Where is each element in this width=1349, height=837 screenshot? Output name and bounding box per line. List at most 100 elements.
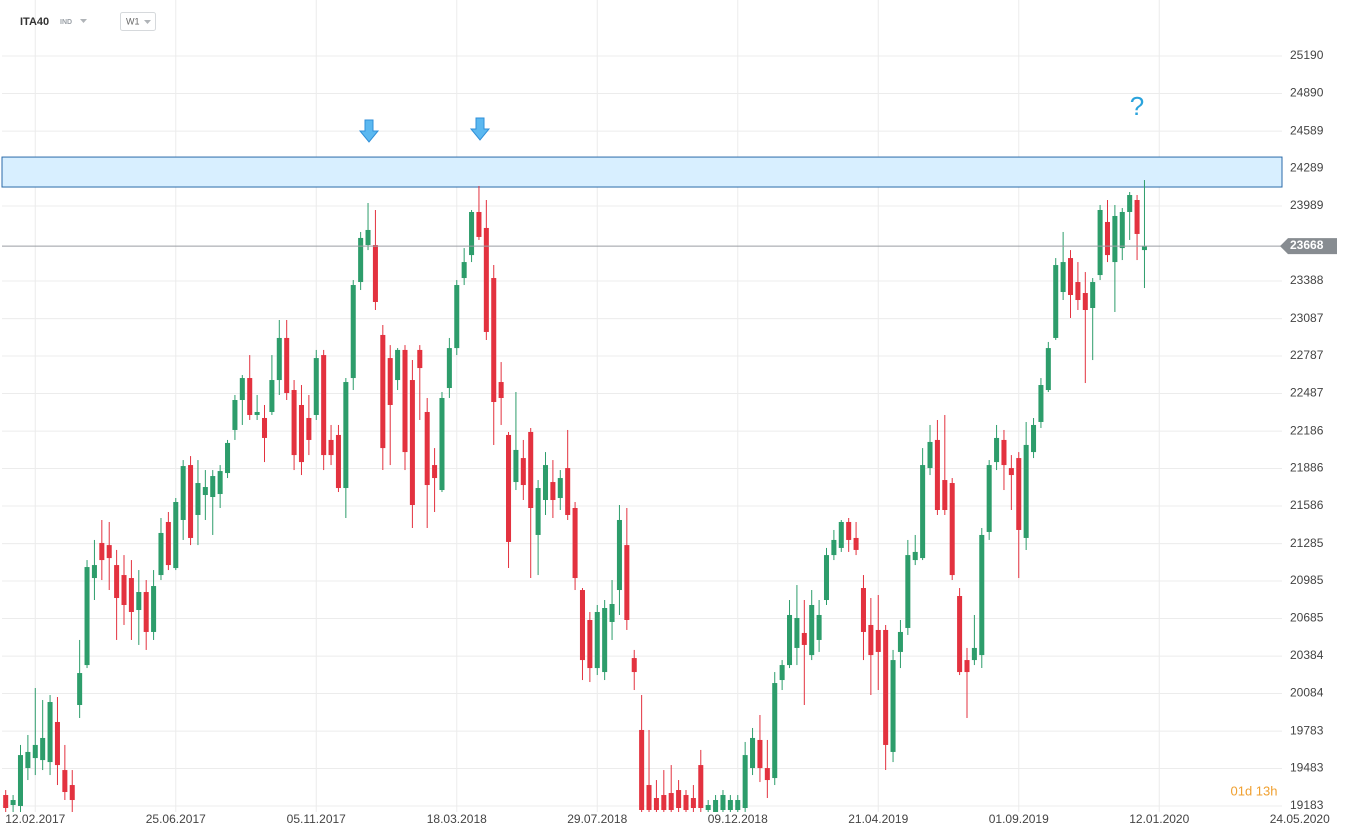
candle-body	[498, 382, 504, 399]
candle-body	[343, 382, 349, 489]
candle-body	[128, 578, 134, 612]
candle-body	[506, 434, 512, 542]
candle-body	[727, 800, 733, 811]
candle-body	[483, 227, 489, 332]
candle-body	[298, 405, 304, 463]
candle-body	[934, 439, 940, 510]
candle-body	[1023, 444, 1029, 538]
candle-body	[1127, 195, 1133, 212]
candle-body	[912, 551, 918, 561]
y-tick-label: 23989	[1290, 198, 1324, 212]
candle-body	[602, 608, 608, 673]
y-tick-label: 23087	[1290, 311, 1324, 325]
timeframe-box[interactable]	[120, 12, 156, 31]
candle-body	[616, 519, 622, 591]
candle-body	[750, 737, 756, 769]
candle-body	[883, 629, 889, 745]
candle-body	[417, 349, 423, 369]
candle-body	[151, 586, 157, 632]
candle-body	[1112, 215, 1118, 263]
candle-body	[424, 411, 430, 486]
candle-body	[653, 798, 659, 811]
candle-body	[365, 229, 371, 246]
candle-body	[10, 800, 16, 806]
candle-body	[1068, 258, 1074, 296]
y-tick-label: 22186	[1290, 423, 1324, 437]
x-tick-label: 01.09.2019	[989, 812, 1049, 826]
x-tick-label: 25.06.2017	[146, 812, 206, 826]
x-tick-label: 12.02.2017	[5, 812, 65, 826]
candle-body	[239, 378, 245, 401]
candle-body	[550, 482, 556, 501]
candle-body	[542, 465, 549, 501]
candle-body	[631, 658, 637, 673]
candle-body	[62, 770, 68, 793]
y-tick-label: 21586	[1290, 498, 1324, 512]
candle-body	[469, 211, 475, 256]
candle-body	[395, 349, 401, 381]
candle-body	[32, 744, 38, 759]
candles	[3, 180, 1147, 812]
y-tick-label: 20084	[1290, 686, 1324, 700]
candle-body	[735, 800, 741, 811]
candle-body	[106, 545, 112, 559]
y-tick-label: 25190	[1290, 48, 1324, 62]
candle-body	[772, 683, 778, 779]
candle-body	[520, 458, 526, 486]
x-tick-label: 05.11.2017	[287, 812, 346, 826]
y-tick-label: 23388	[1290, 273, 1324, 287]
candle-body	[276, 337, 282, 381]
candle-body	[528, 431, 534, 508]
current-price-tag	[1280, 238, 1337, 255]
candle-body	[838, 521, 844, 548]
candle-body	[454, 285, 460, 349]
countdown: 01d 13h	[1231, 783, 1278, 798]
candle-body	[335, 434, 341, 489]
x-tick-label: 24.05.2020	[1270, 812, 1330, 826]
x-tick-label: 18.03.2018	[427, 812, 487, 826]
candle-body	[594, 611, 600, 669]
timeframe[interactable]: W1	[126, 16, 140, 26]
candle-body	[713, 800, 719, 812]
candle-body	[387, 358, 393, 406]
candle-body	[1119, 211, 1125, 249]
y-tick-label: 24890	[1290, 86, 1324, 100]
candle-body	[476, 211, 482, 237]
candle-body	[572, 507, 578, 579]
candle-body	[136, 592, 142, 610]
annotation: ?	[1130, 91, 1144, 121]
y-tick-label: 20685	[1290, 611, 1324, 625]
candle-body	[971, 647, 977, 661]
candle-body	[1141, 246, 1147, 251]
candle-body	[99, 542, 105, 561]
candle-body	[994, 437, 1000, 463]
dropdown-caret[interactable]	[144, 20, 151, 24]
y-tick-label: 24589	[1290, 123, 1324, 137]
axis-labels: 25190 24890 24589 24289 23989 23388 23087 22787…	[2, 48, 1337, 826]
candle-body	[165, 521, 171, 566]
candle-body	[446, 348, 452, 389]
candle-body	[1016, 458, 1022, 530]
candle-body	[284, 337, 290, 394]
candle-body	[579, 590, 585, 661]
candle-body	[779, 665, 785, 681]
candle-body	[690, 798, 696, 809]
candle-body	[491, 278, 497, 403]
dropdown-caret[interactable]	[80, 19, 87, 23]
candle-body	[3, 795, 9, 809]
candle-body	[173, 502, 179, 569]
candle-body	[875, 629, 881, 652]
candle-body	[17, 755, 24, 807]
candle-body	[565, 468, 571, 515]
y-tick-label: 19483	[1290, 761, 1324, 775]
candle-body	[794, 617, 800, 648]
candle-body	[905, 555, 911, 628]
candle-body	[587, 619, 593, 669]
y-tick-label: 20985	[1290, 573, 1324, 587]
candle-body	[831, 539, 837, 556]
candle-body	[823, 555, 830, 601]
symbol[interactable]: ITA40	[20, 16, 49, 28]
candle-body	[705, 805, 711, 811]
candle-body	[291, 390, 297, 456]
candle-body	[639, 729, 645, 811]
